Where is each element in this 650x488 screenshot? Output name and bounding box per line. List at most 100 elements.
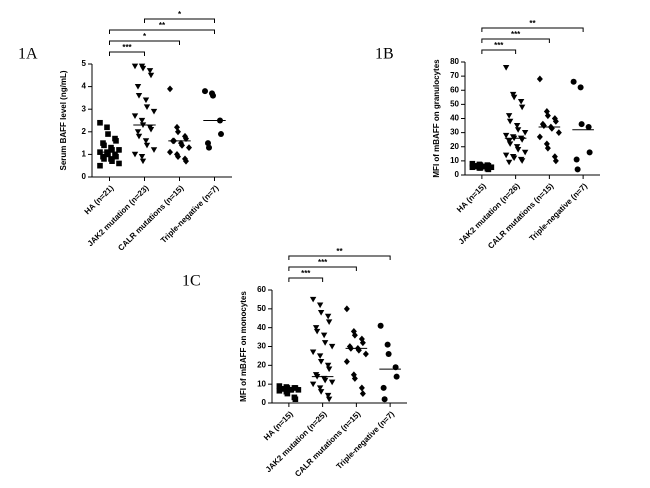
panel-label: 1A — [18, 46, 38, 63]
significance-label: * — [178, 10, 182, 19]
point — [505, 138, 513, 145]
point — [183, 157, 189, 165]
point — [131, 63, 139, 70]
point — [510, 94, 518, 101]
point — [313, 328, 321, 335]
point — [355, 346, 362, 354]
significance-label: *** — [301, 269, 311, 278]
point — [510, 155, 518, 162]
x-tick-label: CALR mutations (n=15) — [293, 409, 362, 478]
y-axis-label: MFI of mBAFF on granulocytes — [432, 59, 441, 178]
point — [109, 158, 115, 164]
point — [316, 385, 324, 391]
point — [97, 119, 103, 126]
point — [183, 135, 189, 142]
y-tick-label: 1 — [82, 150, 87, 159]
point — [284, 390, 291, 397]
y-tick-label: 70 — [450, 71, 459, 80]
x-tick-label: Triple-negative (n=7) — [334, 409, 396, 471]
significance-bracket — [144, 18, 215, 23]
point — [105, 131, 111, 137]
y-tick-label: 40 — [257, 323, 266, 332]
point — [309, 296, 317, 303]
significance-label: ** — [529, 19, 536, 28]
point — [292, 385, 299, 391]
point — [316, 302, 324, 309]
y-tick-label: 50 — [450, 99, 459, 108]
y-tick-label: 5 — [82, 59, 87, 68]
point — [146, 68, 154, 74]
point — [385, 351, 392, 358]
point — [167, 85, 173, 93]
point — [573, 156, 580, 163]
y-tick-label: 0 — [455, 170, 460, 179]
y-tick-label: 20 — [450, 142, 459, 151]
y-tick-label: 30 — [257, 342, 266, 351]
y-tick-label: 2 — [82, 127, 87, 136]
point — [135, 133, 143, 140]
x-tick-label: Triple-negative (n=7) — [527, 181, 589, 243]
point — [380, 384, 387, 391]
point — [513, 122, 521, 129]
point — [175, 153, 181, 161]
point — [276, 383, 283, 389]
y-tick-label: 20 — [257, 360, 266, 369]
point — [384, 341, 391, 348]
point — [343, 358, 350, 365]
point — [109, 147, 115, 153]
point — [521, 130, 529, 136]
point — [577, 84, 584, 91]
x-tick-label: HA (n=21) — [83, 183, 116, 216]
point — [502, 132, 510, 139]
point — [97, 162, 103, 169]
point — [506, 141, 514, 147]
point — [514, 146, 522, 153]
point — [393, 373, 400, 380]
point — [105, 151, 111, 158]
significance-bracket — [109, 40, 180, 45]
point — [359, 390, 366, 397]
x-tick-label: HA (n=15) — [262, 409, 295, 442]
significance-label: *** — [494, 41, 504, 50]
x-tick-label: CALR mutations (n=15) — [116, 183, 185, 252]
point — [321, 340, 329, 346]
point — [536, 133, 543, 141]
point — [317, 389, 325, 395]
point — [324, 392, 332, 399]
point — [544, 112, 551, 120]
y-axis-label: MFI of mBAFF on monocytes — [239, 291, 248, 402]
point — [312, 325, 320, 331]
point — [544, 144, 551, 152]
panel-label: 1B — [375, 46, 394, 63]
point — [104, 124, 110, 131]
point — [570, 78, 577, 85]
point — [116, 160, 122, 167]
point — [505, 113, 513, 119]
point — [513, 144, 521, 150]
point — [351, 331, 358, 339]
significance-label: * — [143, 32, 147, 41]
y-tick-label: 40 — [450, 114, 459, 123]
point — [518, 158, 526, 164]
point — [536, 75, 543, 83]
x-tick-label: JAK2 mutation (n=25) — [264, 409, 329, 474]
point — [351, 375, 358, 382]
point — [135, 93, 143, 99]
point — [358, 384, 365, 392]
significance-label: ** — [336, 247, 343, 256]
x-tick-label: JAK2 mutation (n=26) — [457, 181, 522, 246]
point — [521, 149, 529, 156]
point — [324, 313, 332, 320]
point — [206, 144, 212, 151]
point — [320, 332, 328, 339]
significance-label: *** — [511, 30, 521, 39]
significance-bracket — [288, 255, 391, 260]
point — [147, 126, 155, 133]
point — [552, 117, 559, 125]
point — [574, 166, 581, 173]
significance-bracket — [109, 51, 145, 56]
point — [134, 84, 142, 90]
point — [138, 117, 146, 124]
point — [202, 88, 208, 95]
point — [131, 151, 139, 158]
